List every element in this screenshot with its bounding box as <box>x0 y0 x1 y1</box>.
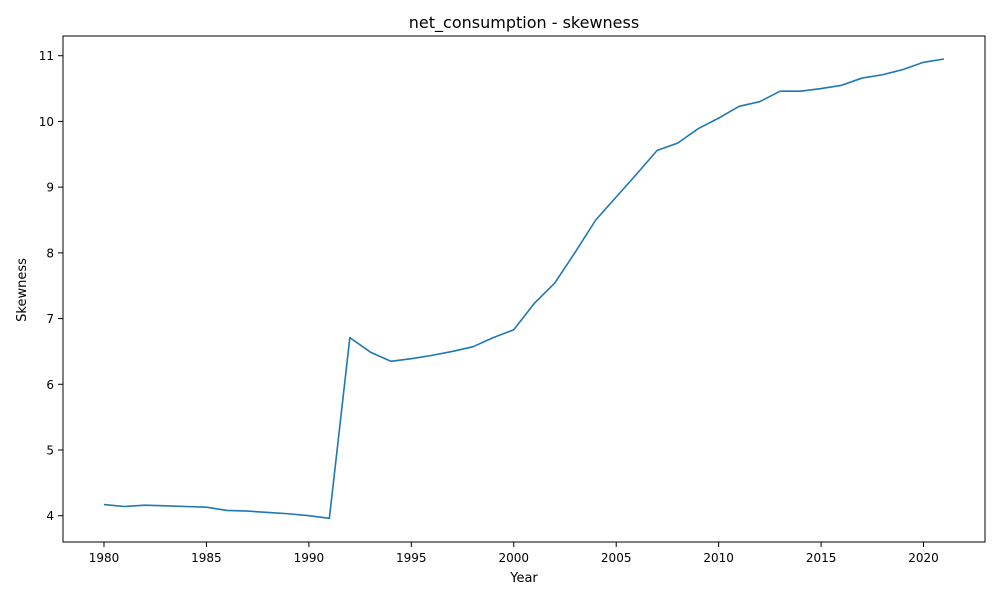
data-point <box>451 351 453 353</box>
chart-title: net_consumption - skewness <box>409 13 639 33</box>
y-tick-label: 9 <box>46 181 54 195</box>
data-point <box>759 101 761 103</box>
data-point <box>288 513 290 515</box>
data-point <box>206 506 208 508</box>
data-point <box>308 515 310 517</box>
x-tick-label: 1980 <box>89 551 120 565</box>
data-point <box>124 506 126 508</box>
data-point <box>513 329 515 331</box>
y-tick-label: 7 <box>46 312 54 326</box>
data-point <box>103 504 105 506</box>
y-tick-label: 6 <box>46 378 54 392</box>
x-tick-label: 1995 <box>396 551 427 565</box>
data-point <box>226 510 228 512</box>
data-point <box>165 505 167 507</box>
x-tick-label: 2015 <box>806 551 837 565</box>
y-axis-label: Skewness <box>15 258 30 322</box>
data-point <box>329 518 331 520</box>
data-point <box>370 351 372 353</box>
x-tick-label: 2020 <box>908 551 939 565</box>
data-point <box>411 358 413 360</box>
y-tick-label: 11 <box>39 49 54 63</box>
data-point <box>861 77 863 79</box>
data-point <box>841 84 843 86</box>
data-point <box>431 355 433 357</box>
y-tick-label: 4 <box>46 509 54 523</box>
data-point <box>902 69 904 71</box>
y-tick-label: 10 <box>39 115 54 129</box>
data-point <box>574 251 576 253</box>
data-point <box>533 303 535 305</box>
x-tick-label: 2005 <box>601 551 632 565</box>
data-point <box>390 360 392 362</box>
data-point <box>943 58 945 60</box>
data-point <box>267 512 269 514</box>
data-point <box>677 142 679 144</box>
data-point <box>738 106 740 108</box>
y-tick-label: 5 <box>46 444 54 458</box>
data-point <box>779 90 781 92</box>
data-point <box>820 88 822 90</box>
data-point <box>697 128 699 130</box>
x-axis-label: Year <box>509 571 538 586</box>
series-line <box>103 58 945 520</box>
x-tick-label: 2000 <box>498 551 529 565</box>
data-point <box>349 337 351 339</box>
data-point <box>492 337 494 339</box>
data-point <box>247 510 249 512</box>
data-point <box>718 117 720 119</box>
data-point <box>615 196 617 198</box>
data-point <box>656 150 658 152</box>
data-point <box>554 282 556 284</box>
data-point <box>923 61 925 63</box>
data-point <box>636 173 638 175</box>
data-point <box>800 90 802 92</box>
data-point <box>882 74 884 76</box>
x-tick-label: 1985 <box>191 551 222 565</box>
x-tick-label: 2010 <box>703 551 734 565</box>
y-tick-label: 8 <box>46 246 54 260</box>
data-point <box>144 504 146 506</box>
data-point <box>185 506 187 508</box>
data-point <box>595 219 597 221</box>
plot-area-frame <box>62 35 986 543</box>
x-tick-label: 1990 <box>294 551 325 565</box>
data-point <box>472 346 474 348</box>
